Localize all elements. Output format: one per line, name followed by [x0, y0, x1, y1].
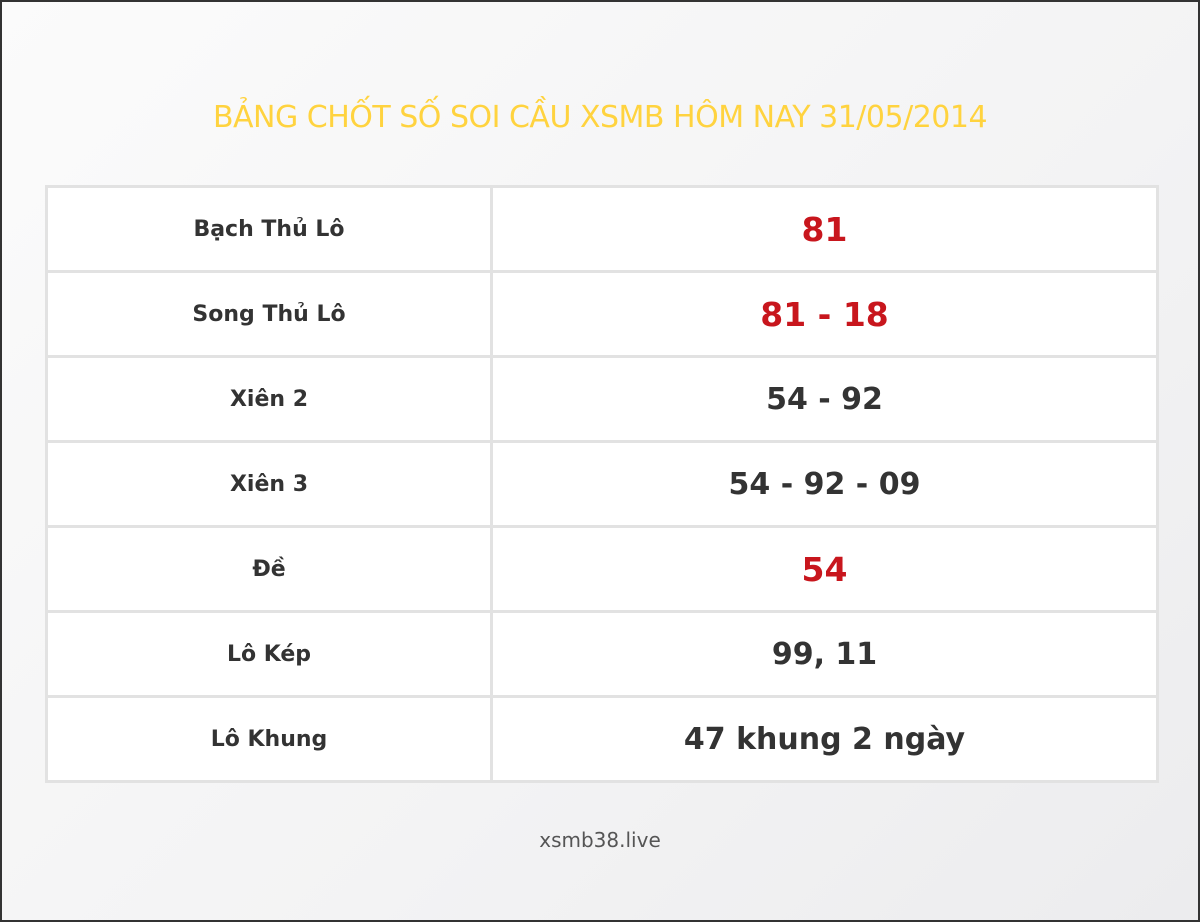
table-row: Lô Khung 47 khung 2 ngày	[45, 695, 1159, 783]
table-row: Song Thủ Lô 81 - 18	[45, 270, 1159, 358]
row-label: Đề	[45, 525, 493, 613]
page-title: BẢNG CHỐT SỐ SOI CẦU XSMB HÔM NAY 31/05/…	[212, 100, 988, 135]
table-row: Lô Kép 99, 11	[45, 610, 1159, 698]
table-row: Đề 54	[45, 525, 1159, 613]
table-row: Xiên 2 54 - 92	[45, 355, 1159, 443]
row-value: 47 khung 2 ngày	[490, 695, 1159, 783]
row-value: 99, 11	[490, 610, 1159, 698]
table-row: Xiên 3 54 - 92 - 09	[45, 440, 1159, 528]
row-label: Bạch Thủ Lô	[45, 185, 493, 273]
row-value: 54 - 92 - 09	[490, 440, 1159, 528]
row-label: Lô Kép	[45, 610, 493, 698]
row-value: 54 - 92	[490, 355, 1159, 443]
row-label: Xiên 2	[45, 355, 493, 443]
row-value: 81	[490, 185, 1159, 273]
table-row: Bạch Thủ Lô 81	[45, 185, 1159, 273]
site-footer: xsmb38.live	[539, 828, 661, 852]
row-value: 81 - 18	[490, 270, 1159, 358]
row-label: Xiên 3	[45, 440, 493, 528]
row-label: Lô Khung	[45, 695, 493, 783]
row-value: 54	[490, 525, 1159, 613]
row-label: Song Thủ Lô	[45, 270, 493, 358]
